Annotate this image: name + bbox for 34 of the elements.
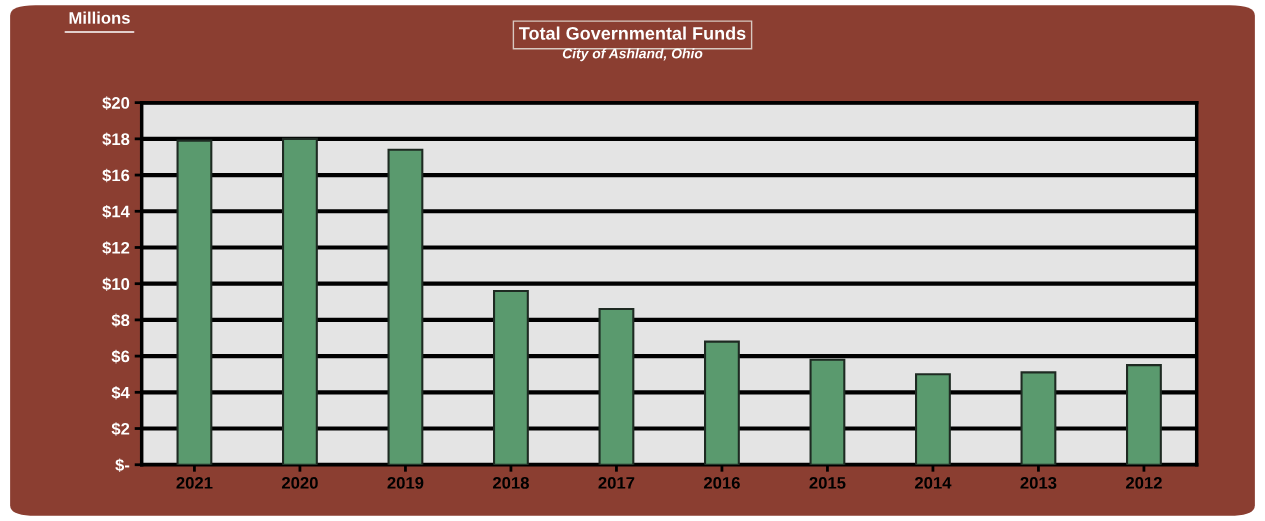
bar [493, 289, 529, 465]
x-tick-label: 2019 [387, 476, 424, 489]
bar [387, 148, 424, 465]
y-tick-label: $20 [102, 96, 130, 110]
bar [704, 340, 740, 465]
x-tick-label: 2014 [914, 476, 952, 489]
bar [1020, 371, 1057, 465]
x-tick-label: 2021 [176, 476, 213, 489]
y-tick-label: $6 [111, 349, 130, 364]
y-tick-label: $4 [111, 385, 130, 400]
x-tick-label: 2017 [598, 476, 635, 489]
x-tick-label: 2013 [1020, 476, 1057, 489]
y-axis-title: Millions [69, 11, 130, 24]
y-tick-label: $14 [102, 204, 130, 219]
x-tick-label: 2018 [492, 476, 529, 489]
bar [809, 358, 846, 465]
y-tick-label: $18 [102, 132, 130, 147]
bar [282, 137, 318, 465]
y-tick-label: $12 [102, 241, 130, 255]
y-tick-label: $16 [102, 168, 130, 183]
chart-subtitle: City of Ashland, Ohio [562, 48, 703, 62]
y-tick-label: $8 [111, 313, 130, 328]
y-tick-label: $10 [102, 277, 130, 291]
x-tick-label: 2020 [281, 476, 318, 489]
chart-title: Total Governmental Funds [519, 26, 746, 40]
x-tick-label: 2016 [703, 476, 740, 489]
bar [598, 307, 635, 465]
bar [915, 373, 951, 465]
bar [1126, 364, 1162, 465]
y-tick-label: $2 [111, 422, 130, 436]
bar [176, 139, 213, 465]
y-tick-label: $- [115, 458, 130, 473]
x-tick-label: 2015 [809, 476, 846, 489]
x-tick-label: 2012 [1125, 476, 1162, 489]
